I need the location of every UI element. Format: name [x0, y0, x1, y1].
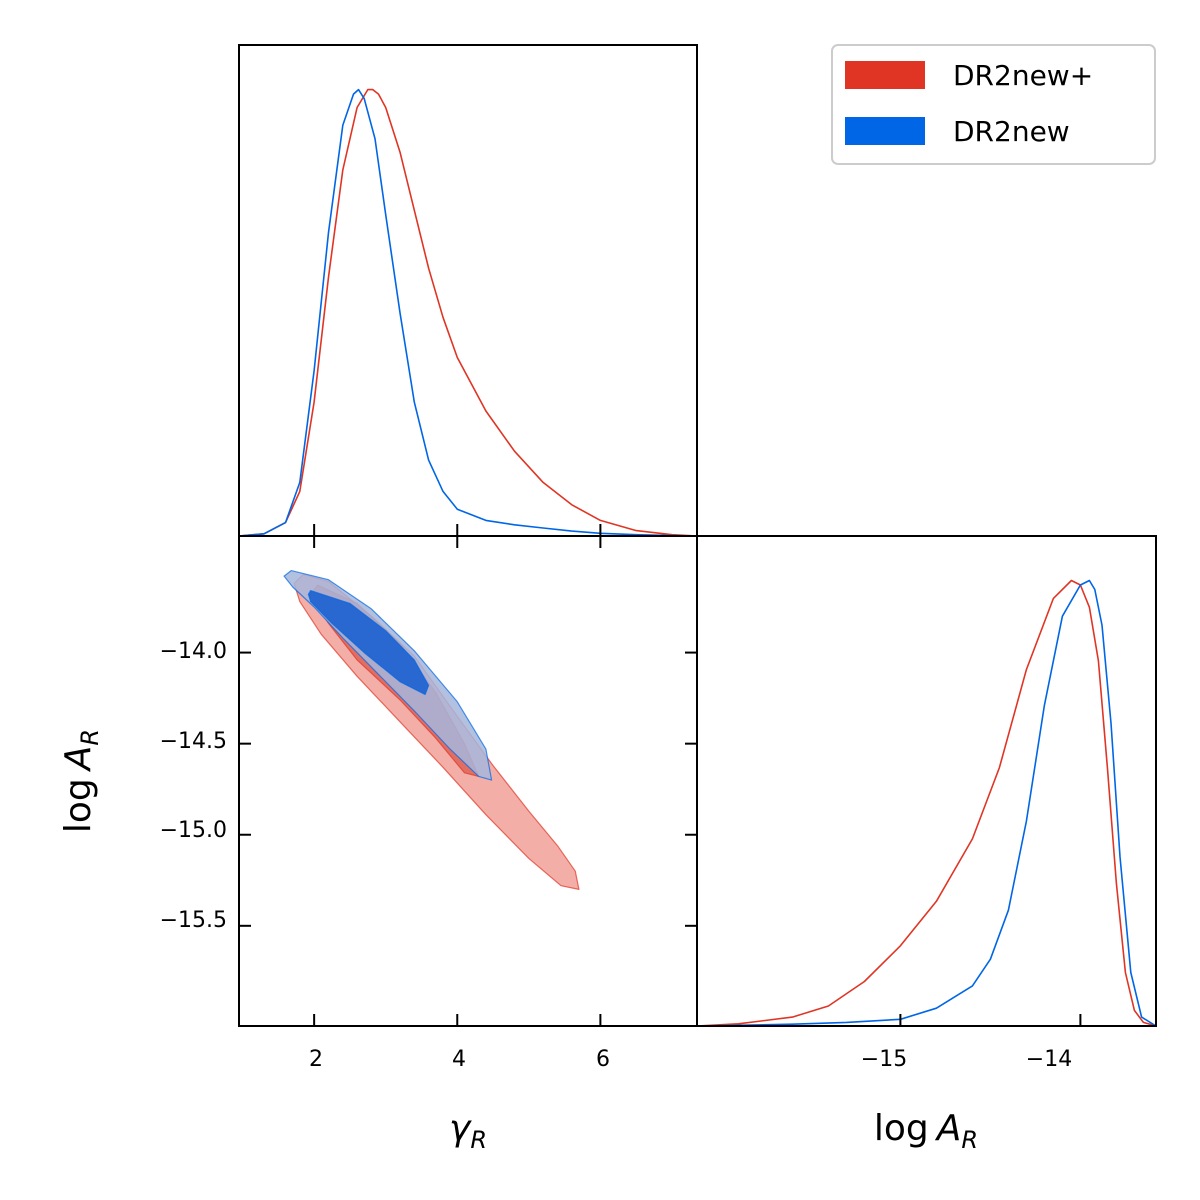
logA-y-axis-label: logAR	[58, 729, 104, 833]
logA-x-tick-label: −14	[1026, 1047, 1072, 1072]
series-line-dr2new	[696, 579, 1157, 1027]
logA-y-tick-label: −15.5	[160, 908, 227, 933]
gamma-axis-label: γR	[449, 1108, 487, 1154]
legend-swatch-dr2new-plus	[845, 61, 925, 89]
panel-gamma-marginal	[238, 44, 698, 537]
panel-2d-contours	[238, 535, 698, 1027]
panel-frame	[696, 535, 1157, 1027]
panel-frame-bg	[697, 536, 1156, 1026]
panel-logA-marginal	[696, 535, 1157, 1027]
contour-dr2new-68	[307, 589, 430, 696]
logA-y-tick-label: −14.5	[160, 729, 227, 754]
logA-y-tick-label: −14.0	[160, 639, 227, 664]
logA-y-tick-labels: −14.0 −14.5 −15.0 −15.5	[160, 639, 227, 933]
gamma-tick-labels: 2 4 6	[309, 1047, 610, 1072]
logA-x-tick-labels: −15 −14	[861, 1047, 1072, 1072]
gamma-tick-label: 4	[452, 1047, 466, 1072]
series-line-dr2new-plus	[696, 579, 1157, 1027]
series-line-dr2new	[238, 88, 698, 537]
logA-x-tick-label: −15	[861, 1047, 907, 1072]
series-line-dr2new-plus	[238, 88, 698, 537]
logA-y-tick-label: −15.0	[160, 818, 227, 843]
legend-label-dr2new: DR2new	[953, 115, 1070, 148]
legend: DR2new+ DR2new	[831, 44, 1156, 165]
legend-label-dr2new-plus: DR2new+	[953, 59, 1093, 92]
gamma-tick-label: 6	[596, 1047, 610, 1072]
panel-frame-bg	[239, 45, 697, 536]
legend-swatch-dr2new	[845, 117, 925, 145]
gamma-tick-label: 2	[309, 1047, 323, 1072]
logA-x-axis-label: log AR	[874, 1108, 978, 1154]
